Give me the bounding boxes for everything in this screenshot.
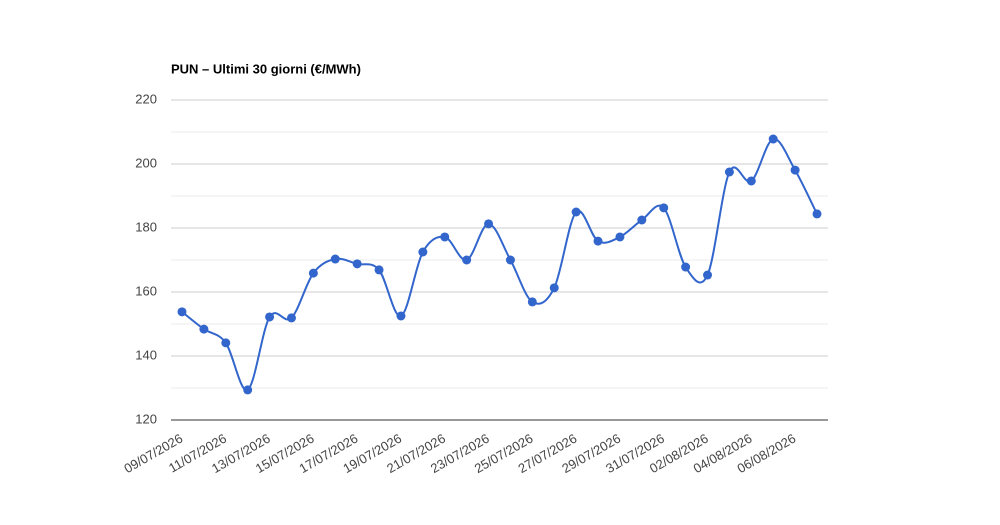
- point: [746, 176, 756, 186]
- point: [177, 307, 187, 317]
- point: [484, 219, 494, 229]
- point: [374, 265, 384, 275]
- point: [593, 236, 603, 246]
- point: [243, 385, 253, 395]
- point: [505, 255, 515, 265]
- point: [724, 167, 734, 177]
- y-tick-label: 220: [135, 91, 157, 106]
- point: [615, 232, 625, 242]
- y-tick-label: 140: [135, 347, 157, 362]
- point: [352, 259, 362, 269]
- point: [549, 283, 559, 293]
- point: [265, 312, 275, 322]
- y-tick-label: 160: [135, 283, 157, 298]
- y-tick-label: 180: [135, 219, 157, 234]
- point: [418, 247, 428, 257]
- point: [659, 203, 669, 213]
- y-tick-label: 200: [135, 155, 157, 170]
- point: [681, 262, 691, 272]
- point: [703, 270, 713, 280]
- point: [396, 311, 406, 321]
- y-tick-label: 120: [135, 411, 157, 426]
- point: [286, 313, 296, 323]
- point: [571, 207, 581, 217]
- point: [199, 324, 209, 334]
- point: [308, 268, 318, 278]
- point: [527, 297, 537, 307]
- chart-title: PUN – Ultimi 30 giorni (€/MWh): [171, 61, 361, 76]
- point: [790, 165, 800, 175]
- point: [221, 338, 231, 348]
- point: [462, 255, 472, 265]
- point: [812, 209, 822, 219]
- point: [637, 215, 647, 225]
- point: [768, 134, 778, 144]
- point: [330, 254, 340, 264]
- point: [440, 232, 450, 242]
